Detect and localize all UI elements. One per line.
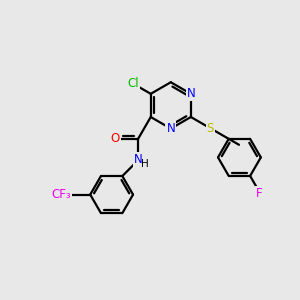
Text: S: S: [206, 122, 214, 135]
Text: O: O: [111, 132, 120, 146]
Text: N: N: [167, 122, 175, 135]
Text: N: N: [187, 87, 195, 100]
Text: F: F: [256, 187, 262, 200]
Text: H: H: [141, 159, 148, 169]
Text: CF₃: CF₃: [51, 188, 71, 201]
Text: N: N: [134, 153, 142, 166]
Text: Cl: Cl: [127, 77, 139, 90]
